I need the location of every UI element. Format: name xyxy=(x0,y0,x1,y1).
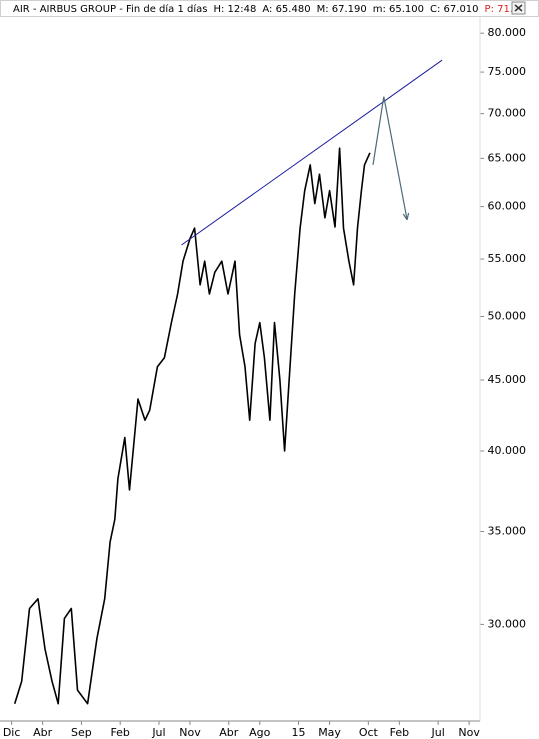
arrowhead xyxy=(402,212,410,221)
y-tick-label: 70.000 xyxy=(488,107,527,120)
trendline xyxy=(181,59,443,246)
y-tick-label: 40.000 xyxy=(488,444,527,457)
x-tick-label: Nov xyxy=(179,726,201,739)
x-tick-label: Ago xyxy=(249,726,271,739)
y-tick-label: 80.000 xyxy=(488,26,527,39)
x-tick-label: Abr xyxy=(33,726,53,739)
y-tick-label: 30.000 xyxy=(488,617,527,630)
x-tick-label: May xyxy=(318,726,341,739)
header-field: A: 65.480 xyxy=(262,4,310,15)
close-icon[interactable] xyxy=(514,4,523,12)
x-tick-label: Dic xyxy=(3,726,21,739)
y-tick-label: 65.000 xyxy=(488,151,527,164)
x-tick-label: Sep xyxy=(71,726,92,739)
x-tick-label: 15 xyxy=(292,726,306,739)
x-tick-label: Jul xyxy=(151,726,165,739)
header-field: m: 65.100 xyxy=(373,4,424,15)
close-button[interactable] xyxy=(511,1,526,15)
y-tick-label: 55.000 xyxy=(488,252,527,265)
x-tick-label: Abr xyxy=(219,726,239,739)
y-tick-label: 45.000 xyxy=(488,373,527,386)
x-tick-label: Feb xyxy=(110,726,129,739)
header-field: H: 12:48 xyxy=(213,4,256,15)
x-tick-label: Nov xyxy=(458,726,480,739)
chart-title: AIR - AIRBUS GROUP - Fin de día 1 días xyxy=(13,3,207,15)
x-tick-label: Jul xyxy=(430,726,444,739)
projection-arrow xyxy=(372,96,408,220)
x-tick-label: Oct xyxy=(359,726,379,739)
header-field: M: 67.190 xyxy=(317,4,367,15)
y-tick-label: 35.000 xyxy=(488,524,527,537)
header-field: C: 67.010 xyxy=(430,4,479,15)
y-tick-label: 75.000 xyxy=(488,65,527,78)
price-line xyxy=(13,147,371,705)
y-tick-label: 50.000 xyxy=(488,309,527,322)
x-tick-label: Feb xyxy=(390,726,409,739)
header-alert: P: 71. xyxy=(485,4,513,15)
y-tick-label: 60.000 xyxy=(488,200,527,213)
